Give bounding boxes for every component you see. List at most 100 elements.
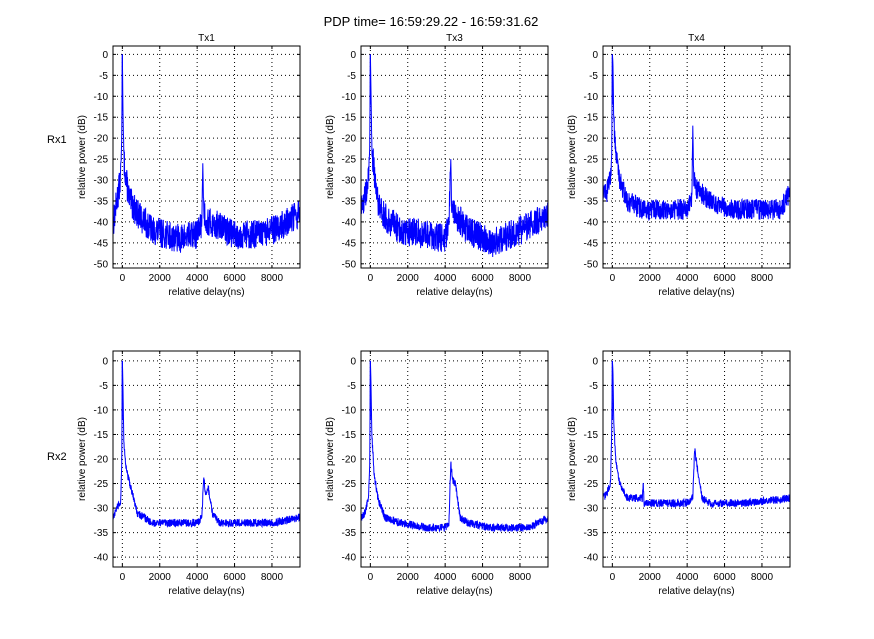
y-tick-label: -45 — [342, 238, 357, 249]
subplot-rx2-tx3: 0 2000 4000 6000 8000 0 -5 -10 -15 -20 -25 -30 -35 -4… — [325, 350, 549, 597]
x-tick-label: 0 — [368, 572, 374, 583]
series-line-rx2-tx1 — [112, 360, 301, 529]
axes-frame — [360, 45, 549, 269]
y-tick-label: -50 — [342, 259, 357, 270]
x-tick-label: 0 — [610, 273, 616, 284]
y-tick-label: -40 — [94, 217, 109, 228]
y-tick-label: -35 — [94, 528, 109, 539]
y-tick-label: -15 — [584, 430, 599, 441]
y-tick-label: -40 — [342, 553, 357, 564]
y-tick-label: -40 — [94, 553, 109, 564]
x-tick-label: 2000 — [149, 572, 172, 583]
series-line-rx2-tx4 — [602, 360, 791, 509]
y-tick-label: -30 — [94, 176, 109, 187]
y-tick-label: -35 — [342, 196, 357, 207]
x-tick-label: 2000 — [639, 273, 662, 284]
axes-frame — [112, 45, 301, 269]
y-tick-label: 0 — [102, 50, 108, 61]
x-tick-label: 2000 — [397, 572, 420, 583]
y-tick-label: -45 — [584, 238, 599, 249]
y-tick-label: -5 — [99, 381, 108, 392]
x-axis-label: relative delay(ns) — [658, 586, 734, 597]
x-tick-label: 4000 — [676, 273, 699, 284]
x-axis-label: relative delay(ns) — [168, 287, 244, 298]
x-tick-label: 8000 — [261, 572, 284, 583]
x-tick-label: 0 — [368, 273, 374, 284]
x-tick-label: 6000 — [471, 273, 494, 284]
y-tick-label: -10 — [342, 405, 357, 416]
y-axis-label: relative power (dB) — [567, 115, 578, 199]
subplot-rx1-tx4: 0 2000 4000 6000 8000 0 -5 -10 -15 -20 -25 -30 -35 -4… — [567, 33, 791, 298]
y-axis-label: relative power (dB) — [77, 417, 88, 501]
subplot-title: Tx3 — [446, 33, 463, 44]
figure-suptitle: PDP time= 16:59:29.22 - 16:59:31.62 — [324, 14, 539, 29]
y-tick-label: -25 — [584, 479, 599, 490]
x-axis-label: relative delay(ns) — [416, 287, 492, 298]
x-axis-label: relative delay(ns) — [658, 287, 734, 298]
x-tick-label: 8000 — [751, 273, 774, 284]
x-tick-label: 0 — [610, 572, 616, 583]
y-tick-label: -5 — [589, 381, 598, 392]
y-tick-label: -20 — [94, 455, 109, 466]
y-tick-label: -10 — [584, 92, 599, 103]
y-tick-label: -50 — [584, 259, 599, 270]
y-tick-label: -15 — [342, 113, 357, 124]
x-tick-label: 8000 — [751, 572, 774, 583]
y-tick-label: -30 — [94, 504, 109, 515]
x-tick-label: 0 — [120, 572, 126, 583]
x-axis-label: relative delay(ns) — [416, 586, 492, 597]
y-tick-label: -25 — [342, 479, 357, 490]
y-tick-label: 0 — [592, 356, 598, 367]
y-tick-label: -20 — [342, 455, 357, 466]
axes-frame — [602, 45, 791, 269]
y-axis-label: relative power (dB) — [325, 417, 336, 501]
y-tick-label: 0 — [350, 356, 356, 367]
y-axis-label: relative power (dB) — [77, 115, 88, 199]
x-tick-label: 2000 — [397, 273, 420, 284]
y-tick-label: -5 — [347, 381, 356, 392]
x-tick-label: 2000 — [639, 572, 662, 583]
x-tick-label: 8000 — [509, 273, 532, 284]
subplot-rx1-tx1: 0 2000 4000 6000 8000 0 -5 -10 -15 -20 -25 -30 -35 -4… — [77, 33, 301, 298]
y-tick-label: 0 — [350, 50, 356, 61]
row-label-rx1: Rx1 — [47, 134, 67, 146]
x-tick-label: 4000 — [434, 273, 457, 284]
y-tick-label: -5 — [347, 71, 356, 82]
y-tick-label: -30 — [584, 176, 599, 187]
y-tick-label: -35 — [94, 196, 109, 207]
row-label-rx2: Rx2 — [47, 451, 67, 463]
y-tick-label: -35 — [584, 196, 599, 207]
series-line-rx1-tx1 — [112, 54, 301, 253]
x-axis-label: relative delay(ns) — [168, 586, 244, 597]
y-tick-label: -35 — [584, 528, 599, 539]
subplot-rx2-tx4: 0 2000 4000 6000 8000 0 -5 -10 -15 -20 -25 -30 -35 -4… — [567, 350, 791, 597]
y-tick-label: -30 — [342, 176, 357, 187]
series-line-rx1-tx3 — [360, 54, 549, 258]
y-tick-label: -20 — [342, 134, 357, 145]
y-tick-label: -30 — [342, 504, 357, 515]
x-tick-label: 6000 — [223, 273, 246, 284]
y-tick-label: -50 — [94, 259, 109, 270]
subplot-title: Tx4 — [688, 33, 705, 44]
y-tick-label: -35 — [342, 528, 357, 539]
x-tick-label: 6000 — [471, 572, 494, 583]
y-tick-label: -20 — [94, 134, 109, 145]
y-tick-label: -30 — [584, 504, 599, 515]
x-tick-label: 4000 — [676, 572, 699, 583]
y-tick-label: -25 — [94, 479, 109, 490]
y-tick-label: -10 — [342, 92, 357, 103]
y-tick-label: -5 — [99, 71, 108, 82]
y-tick-label: -15 — [584, 113, 599, 124]
y-tick-label: -40 — [584, 217, 599, 228]
y-tick-label: -25 — [584, 155, 599, 166]
y-tick-label: -40 — [342, 217, 357, 228]
x-tick-label: 4000 — [434, 572, 457, 583]
x-tick-label: 6000 — [223, 572, 246, 583]
y-tick-label: -10 — [584, 405, 599, 416]
x-tick-label: 4000 — [186, 572, 209, 583]
y-tick-label: 0 — [592, 50, 598, 61]
y-tick-label: -10 — [94, 405, 109, 416]
x-tick-label: 0 — [120, 273, 126, 284]
x-tick-label: 4000 — [186, 273, 209, 284]
y-tick-label: -15 — [342, 430, 357, 441]
